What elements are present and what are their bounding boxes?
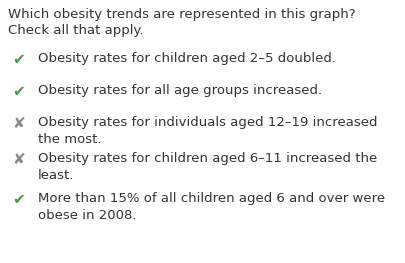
- Text: Which obesity trends are represented in this graph?: Which obesity trends are represented in …: [8, 8, 355, 21]
- Text: Obesity rates for children aged 2–5 doubled.: Obesity rates for children aged 2–5 doub…: [38, 52, 335, 65]
- Text: More than 15% of all children aged 6 and over were
obese in 2008.: More than 15% of all children aged 6 and…: [38, 192, 384, 222]
- Text: ✔: ✔: [12, 84, 25, 99]
- Text: ✔: ✔: [12, 52, 25, 67]
- Text: ✘: ✘: [12, 152, 25, 167]
- Text: Obesity rates for all age groups increased.: Obesity rates for all age groups increas…: [38, 84, 321, 97]
- Text: Obesity rates for children aged 6–11 increased the
least.: Obesity rates for children aged 6–11 inc…: [38, 152, 376, 182]
- Text: ✔: ✔: [12, 192, 25, 207]
- Text: ✘: ✘: [12, 116, 25, 131]
- Text: Check all that apply.: Check all that apply.: [8, 24, 143, 37]
- Text: Obesity rates for individuals aged 12–19 increased
the most.: Obesity rates for individuals aged 12–19…: [38, 116, 377, 146]
